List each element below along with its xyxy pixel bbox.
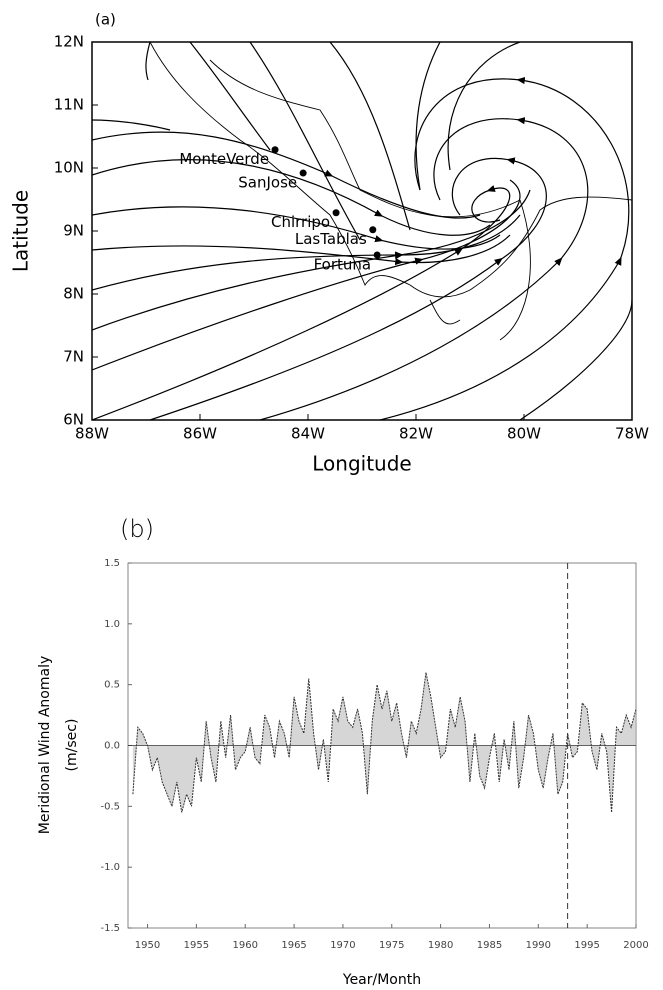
x-tick-label: 88W bbox=[75, 425, 109, 443]
station-label: LasTablas bbox=[295, 230, 367, 248]
y-tick-label: 1.0 bbox=[104, 619, 120, 630]
y-tick-label: 7N bbox=[63, 348, 84, 366]
y-tick-label: 8N bbox=[63, 285, 84, 303]
x-tick-label: 82W bbox=[399, 425, 433, 443]
x-axis-label: Year/Month bbox=[342, 972, 421, 988]
y-tick-label: 10N bbox=[54, 159, 84, 177]
y-tick-label: -1.0 bbox=[100, 862, 120, 873]
y-tick-label: -1.5 bbox=[100, 923, 120, 934]
x-tick-label: 1960 bbox=[233, 940, 258, 951]
x-tick-label: 1950 bbox=[135, 940, 160, 951]
y-tick-label: 0.5 bbox=[104, 680, 120, 691]
station-point bbox=[332, 209, 340, 217]
x-tick-label: 1970 bbox=[330, 940, 355, 951]
x-tick-label: 1965 bbox=[281, 940, 306, 951]
station-point bbox=[271, 146, 279, 154]
panel: 1950 1955 1960 1965 1970 1975 1980 1985 1990 1995… bbox=[100, 558, 648, 951]
y-tick-label: 6N bbox=[63, 411, 84, 429]
coastline bbox=[149, 42, 632, 298]
y-axis-label: (m/sec) bbox=[64, 719, 80, 772]
y-tick-label: -0.5 bbox=[100, 801, 120, 812]
x-tick-label: 1955 bbox=[184, 940, 209, 951]
x-tick-label: 1995 bbox=[574, 940, 599, 951]
x-tick-label: 2000 bbox=[623, 940, 648, 951]
anomaly-line bbox=[132, 672, 637, 813]
x-axis-label: Longitude bbox=[312, 452, 411, 476]
station-point bbox=[299, 169, 307, 177]
x-tick-label: 86W bbox=[183, 425, 217, 443]
anomaly-area bbox=[132, 672, 636, 813]
y-tick-label: 12N bbox=[54, 33, 84, 51]
x-tick-label: 1985 bbox=[477, 940, 502, 951]
x-tick-label: 80W bbox=[507, 425, 541, 443]
panel-label: (b) bbox=[120, 515, 154, 543]
y-tick-label: 0.0 bbox=[104, 741, 120, 752]
streamlines bbox=[92, 42, 632, 420]
station-label: Fortuna bbox=[314, 255, 372, 273]
station-point bbox=[373, 251, 381, 259]
x-tick-label: 84W bbox=[291, 425, 325, 443]
station-label: Chirripo bbox=[271, 213, 330, 231]
x-tick-label: 1980 bbox=[428, 940, 453, 951]
station-label: MonteVerde bbox=[179, 150, 269, 168]
y-axis-label: Latitude bbox=[9, 190, 33, 272]
y-tick-label: 9N bbox=[63, 222, 84, 240]
x-tick-label: 1975 bbox=[379, 940, 404, 951]
station-point bbox=[369, 226, 377, 234]
map-decoration bbox=[92, 42, 632, 420]
y-tick-label: 11N bbox=[54, 96, 84, 114]
y-tick-label: 1.5 bbox=[104, 558, 120, 569]
x-tick-label: 1990 bbox=[526, 940, 551, 951]
panel: 88W 86W 84W 82W 80W 78W 6N 7N 8N 9N 10N 11N 12N Monte… bbox=[54, 33, 649, 443]
y-axis-label: Meridional Wind Anomaly bbox=[37, 656, 53, 835]
x-tick-label: 78W bbox=[615, 425, 649, 443]
panel-label: (a) bbox=[95, 11, 116, 29]
station-label: SanJose bbox=[238, 174, 297, 192]
coastline bbox=[209, 59, 521, 218]
